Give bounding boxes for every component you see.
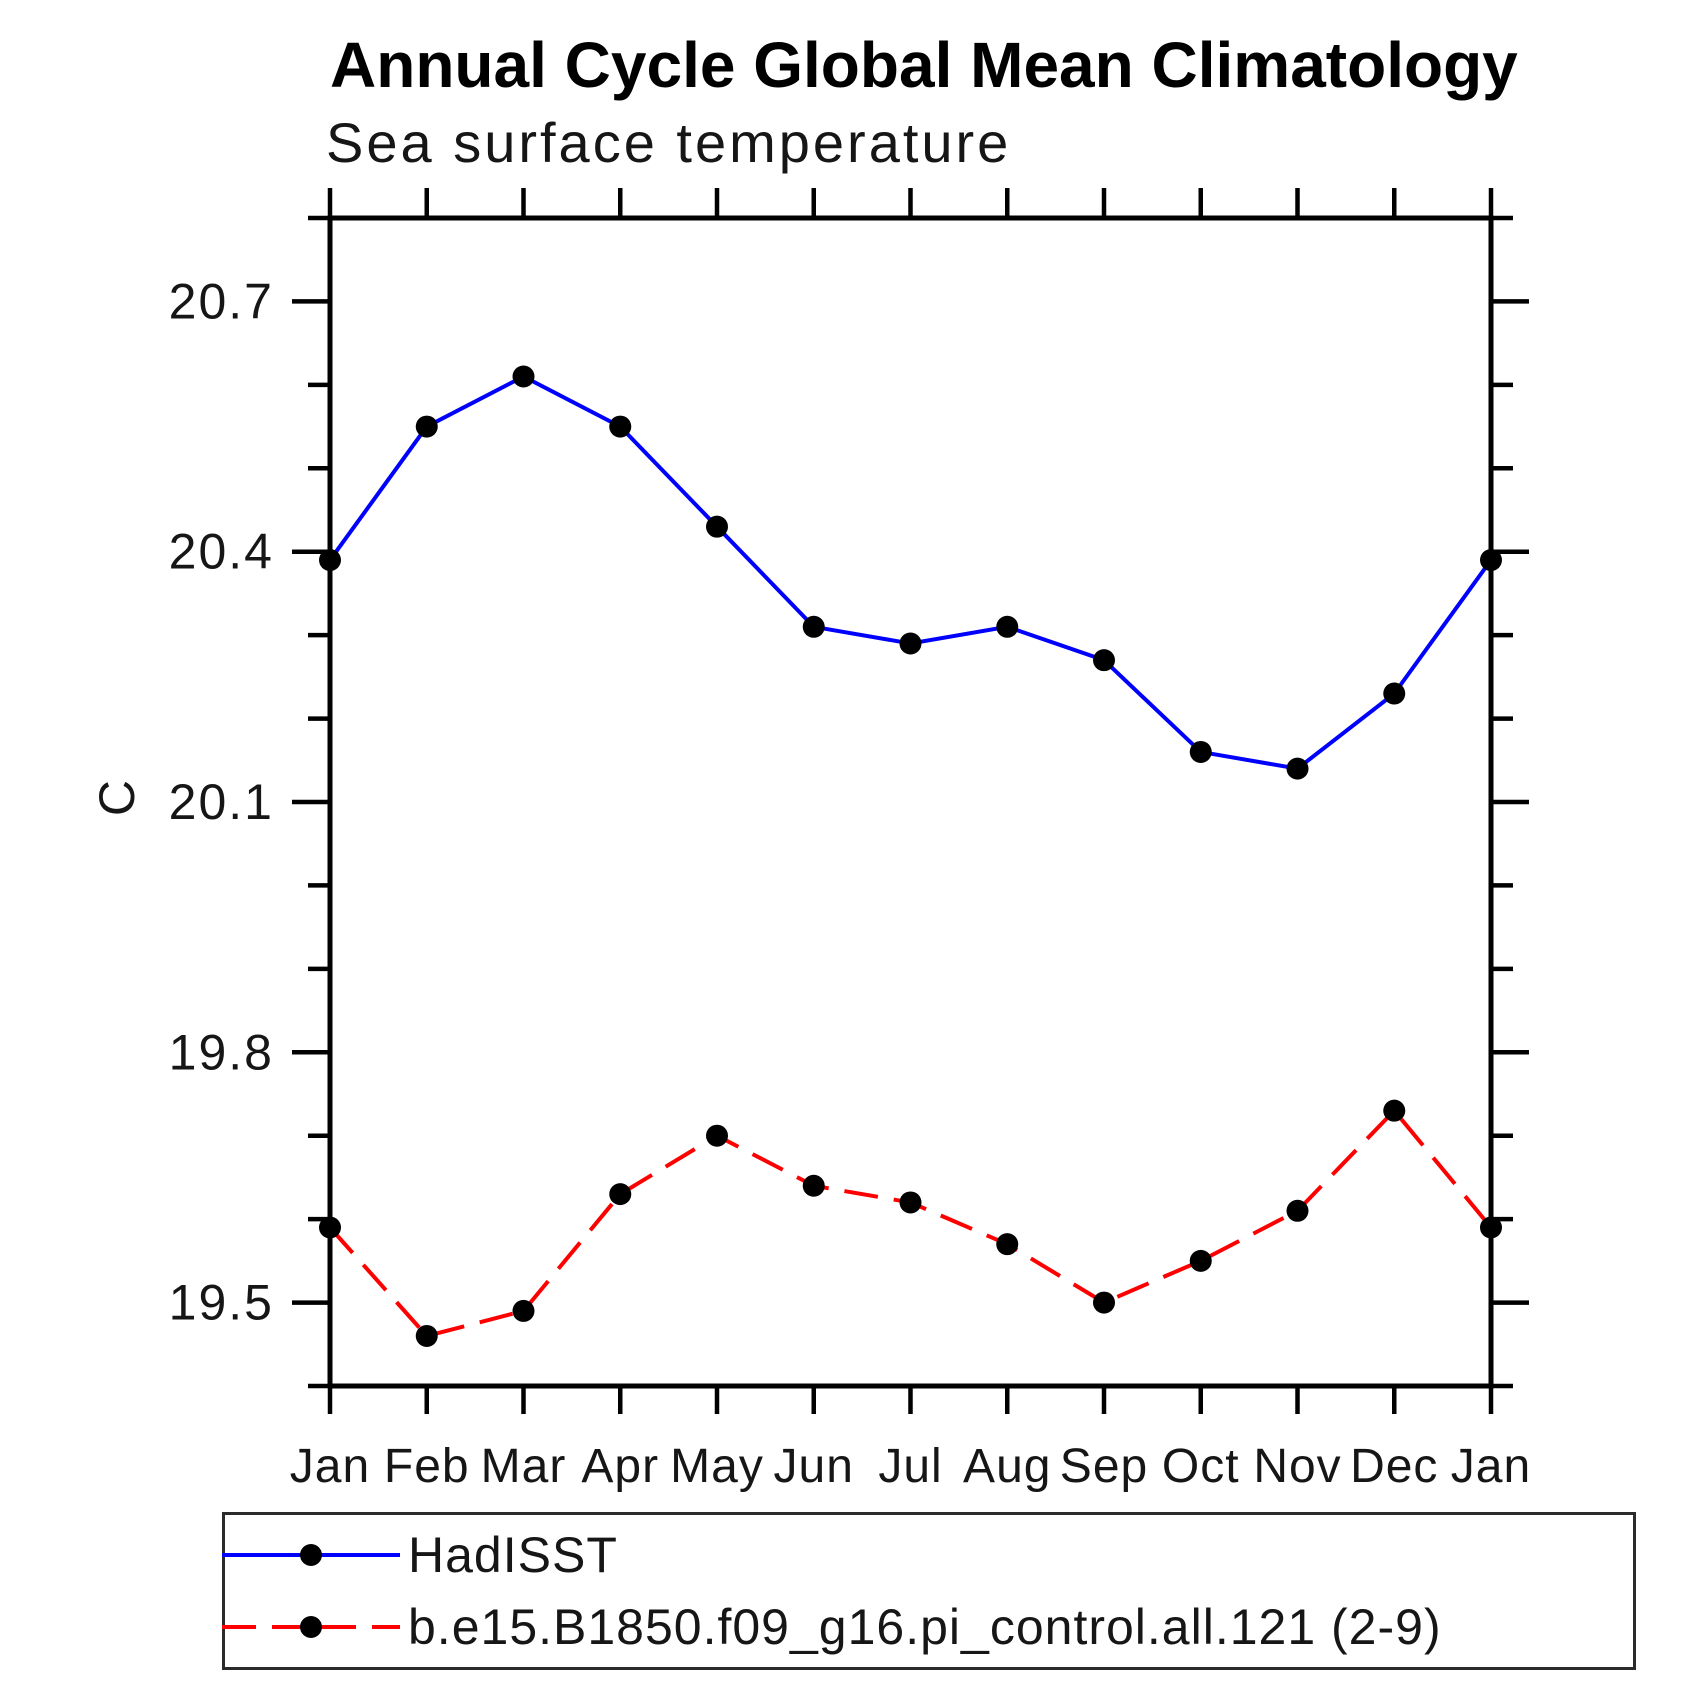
y-axis-tick-label: 20.7 (169, 273, 274, 329)
x-axis-month-label: Jun (774, 1440, 854, 1493)
x-axis-month-label: Oct (1162, 1440, 1240, 1493)
x-axis-month-label: Apr (581, 1440, 659, 1493)
data-point-dot (609, 415, 632, 438)
data-point-dot (319, 549, 341, 572)
series-line-1 (328, 1107, 1493, 1339)
data-point-dot (1286, 757, 1309, 780)
data-point-dot (1286, 1199, 1309, 1222)
data-point-dot (899, 632, 922, 655)
data-point-dot (706, 1124, 728, 1147)
data-point-dot (996, 615, 1019, 638)
data-point-dot (1189, 1249, 1212, 1272)
y-axis-tick-label: 20.1 (169, 774, 274, 830)
data-point-dot (1189, 740, 1212, 763)
data-point-dot (512, 1299, 535, 1322)
x-axis-month-label: Sep (1060, 1440, 1148, 1493)
data-point-dot (1383, 682, 1406, 705)
x-axis-month-label: Aug (963, 1440, 1051, 1493)
legend-row: b.e15.B1850.f09_g16.pi_control.all.121 (… (222, 1596, 1633, 1658)
legend-marker-dot (300, 1544, 322, 1567)
series-line-0 (328, 374, 1493, 771)
x-axis-month-label: May (670, 1440, 764, 1493)
legend-row: HadISST (222, 1524, 1633, 1586)
x-axis-month-label: Jul (878, 1440, 942, 1493)
legend: HadISST b.e15.B1850.f09_g16.pi_control.a… (222, 1512, 1636, 1670)
data-point-dot (512, 365, 535, 388)
data-point-dot (1093, 1291, 1115, 1314)
data-point-dot (1383, 1099, 1406, 1122)
legend-label-model: b.e15.B1850.f09_g16.pi_control.all.121 (… (408, 1598, 1442, 1655)
legend-marker-dot (300, 1615, 322, 1638)
x-axis-month-label: Jan (290, 1440, 370, 1493)
x-axis-month-label: Jan (1451, 1440, 1531, 1493)
data-point-dot (802, 615, 825, 638)
data-point-dot (1480, 1216, 1502, 1239)
data-point-dot (1480, 549, 1502, 572)
data-point-dot (899, 1191, 922, 1214)
data-point-dot (996, 1233, 1019, 1256)
data-point-dot (319, 1216, 341, 1239)
legend-label-hadisst: HadISST (408, 1527, 618, 1584)
y-axis-tick-label: 20.4 (169, 524, 274, 580)
chart-subtitle: Sea surface temperature (326, 111, 1012, 174)
data-point-dot (802, 1174, 825, 1197)
legend-swatch-model (222, 1615, 400, 1638)
y-axis-tick-label: 19.8 (169, 1024, 274, 1080)
data-point-dot (609, 1183, 632, 1206)
x-axis-month-label: Dec (1350, 1440, 1438, 1493)
chart-title: Annual Cycle Global Mean Climatology (330, 29, 1518, 101)
legend-swatch-hadisst (222, 1544, 400, 1567)
y-axis-tick-label: 19.5 (169, 1275, 274, 1331)
x-axis-month-label: Mar (481, 1440, 567, 1493)
data-point-dot (415, 1324, 438, 1347)
x-axis-month-label: Feb (384, 1440, 470, 1493)
data-point-dot (706, 515, 728, 538)
data-point-dot (1093, 649, 1115, 672)
x-axis-month-label: Nov (1253, 1440, 1341, 1493)
data-point-dot (415, 415, 438, 438)
